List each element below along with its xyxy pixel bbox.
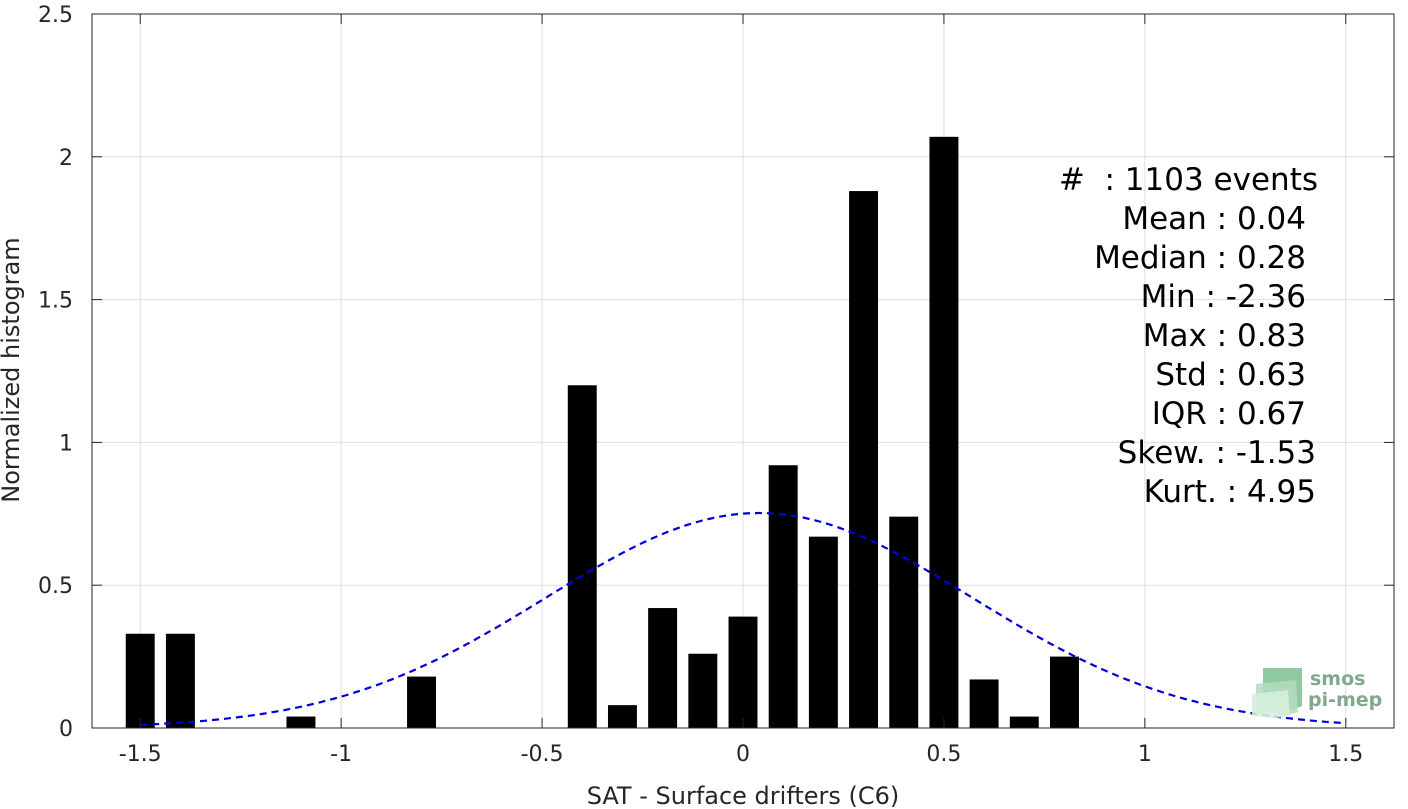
stat-mean: Mean : 0.04 [1122, 201, 1306, 237]
normal-fit-curve [140, 511, 1346, 726]
histogram-bar [688, 653, 718, 728]
axis-ticks [92, 13, 1394, 729]
logo-wave-icon [1252, 668, 1302, 718]
y-tick-label: 2 [59, 146, 73, 171]
y-axis-label: Normalized histogram [0, 237, 25, 502]
histogram-bars [125, 136, 1079, 729]
y-tick-label: 0.5 [38, 574, 73, 599]
histogram-bar [768, 465, 798, 728]
stat-events: # : 1103 events [1059, 162, 1318, 198]
stat-min: Min : -2.36 [1141, 279, 1306, 315]
histogram-bar [648, 608, 678, 728]
stat-median: Median : 0.28 [1094, 240, 1306, 276]
histogram-bar [929, 136, 959, 729]
x-tick-label: -1.5 [119, 742, 162, 767]
stat-kurt: Kurt. : 4.95 [1144, 474, 1316, 510]
y-tick-label: 1.5 [38, 289, 73, 314]
x-tick-label: -1 [330, 742, 352, 767]
histogram-bar [286, 716, 316, 728]
histogram-bar [567, 385, 597, 728]
histogram-bar [889, 516, 919, 728]
histogram-bar [165, 633, 195, 728]
histogram-bar [1009, 716, 1039, 728]
x-tick-label: 0 [736, 742, 750, 767]
stat-skew: Skew. : -1.53 [1118, 435, 1316, 471]
y-tick-label: 1 [59, 431, 73, 456]
stat-std: Std : 0.63 [1155, 357, 1306, 393]
y-tick-label: 2.5 [38, 3, 73, 28]
x-tick-label: 1 [1138, 742, 1152, 767]
x-axis-label: SAT - Surface drifters (C6) [587, 782, 900, 809]
logo-line-1: smos [1310, 668, 1365, 690]
histogram-bar [969, 679, 999, 728]
x-tick-label: 1.5 [1328, 742, 1363, 767]
histogram-bar [1050, 656, 1079, 728]
statistics-box: # : 1103 events Mean : 0.04 Median : 0.2… [1059, 162, 1318, 510]
histogram-bar [125, 633, 155, 728]
histogram-bar [849, 191, 879, 728]
y-tick-labels: 0 0.5 1 1.5 2 2.5 [38, 3, 73, 742]
x-tick-label: 0.5 [926, 742, 961, 767]
stat-max: Max : 0.83 [1143, 318, 1306, 354]
histogram-bar [808, 536, 838, 728]
x-tick-labels: -1.5 -1 -0.5 0 0.5 1 1.5 [119, 742, 1364, 767]
x-tick-label: -0.5 [521, 742, 564, 767]
histogram-bar [607, 705, 637, 728]
stat-iqr: IQR : 0.67 [1152, 396, 1306, 432]
y-tick-label: 0 [59, 717, 73, 742]
histogram-bar [728, 616, 758, 728]
logo-line-2: pi-mep [1308, 689, 1382, 711]
histogram-bar [407, 676, 436, 728]
smos-pi-mep-logo: smos pi-mep [1252, 668, 1382, 718]
